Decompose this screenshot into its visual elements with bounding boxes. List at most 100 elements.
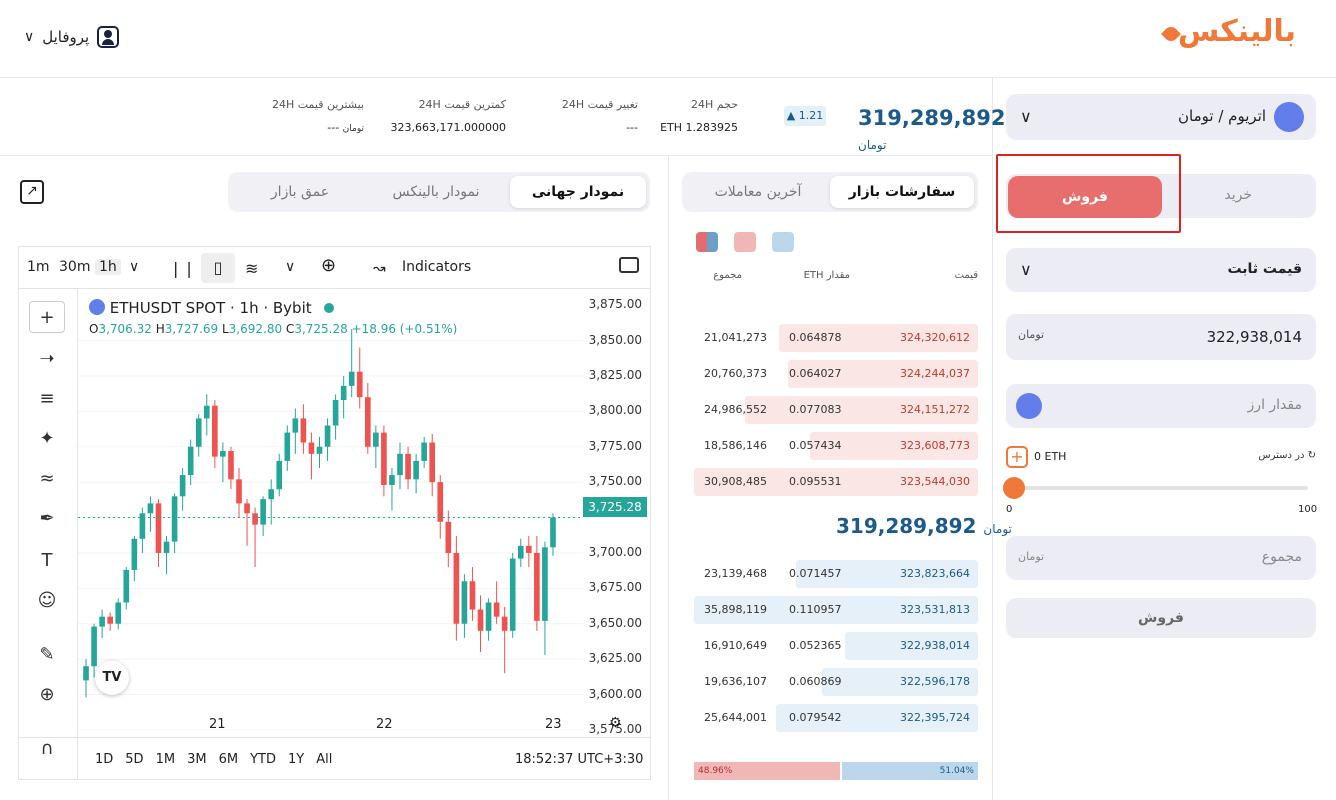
candle-body: [260, 499, 266, 525]
bid-row[interactable]: 19,636,107 0.060869 322,596,178: [694, 668, 978, 696]
candle-body: [485, 602, 492, 631]
range-1y[interactable]: 1Y: [287, 752, 305, 767]
tab-market-orders[interactable]: سفارشات بازار: [830, 176, 974, 208]
chart-tabs: نمودار جهانی نمودار بالینکس عمق بازار: [228, 172, 650, 212]
candle-body: [316, 446, 323, 454]
timeframe-1h[interactable]: 1h: [95, 259, 121, 275]
ask-row[interactable]: 21,041,273 0.064878 324,320,612: [694, 324, 978, 352]
available-balance: 0 ETH: [1034, 450, 1067, 463]
trend-line-icon[interactable]: ➝: [39, 348, 55, 369]
zoom-in-icon[interactable]: ⊕: [39, 684, 55, 705]
chevron-down-icon[interactable]: ∨: [129, 259, 140, 275]
text-icon[interactable]: T: [41, 550, 53, 571]
candle-body: [147, 503, 154, 514]
timeframe-1m[interactable]: 1m: [27, 259, 50, 275]
amount-slider-handle[interactable]: [1003, 477, 1025, 499]
tradingview-logo-icon[interactable]: TV: [95, 661, 129, 695]
refresh-icon[interactable]: ↻: [1307, 450, 1316, 461]
range-6m[interactable]: 6M: [218, 752, 239, 767]
indicators-button[interactable]: Indicators: [402, 259, 472, 275]
range-3m[interactable]: 3M: [187, 752, 207, 767]
submit-sell-button[interactable]: فروش: [1006, 598, 1316, 638]
total-input[interactable]: تومان مجموع: [1006, 536, 1316, 580]
view-bids-icon[interactable]: [772, 232, 794, 252]
candle-body: [364, 397, 371, 447]
indicators-icon[interactable]: ↝: [373, 259, 386, 277]
profile-menu[interactable]: ∨ پروفایل: [24, 26, 120, 48]
bar-chart-icon[interactable]: ❘❘: [169, 259, 196, 278]
depth-bar: [694, 468, 978, 496]
pair-selector[interactable]: ∨ اتریوم / تومان: [1006, 94, 1316, 140]
crosshair-icon[interactable]: +: [29, 301, 65, 333]
ask-price: 324,244,037: [900, 367, 970, 380]
range-1m[interactable]: 1M: [155, 752, 176, 767]
depth-bar: [821, 668, 978, 696]
order-type-select[interactable]: ∨ قیمت ثابت: [1006, 248, 1316, 292]
range-5d[interactable]: 5D: [125, 752, 144, 767]
price-value: 322,938,014: [1206, 328, 1302, 346]
bid-row[interactable]: 16,910,649 0.052365 322,938,014: [694, 632, 978, 660]
candle-body: [542, 547, 548, 621]
price-axis[interactable]: 3,875.00 3,850.00 3,825.00 3,800.00 3,775.00…: [585, 291, 650, 737]
candle-body: [300, 418, 307, 443]
amount-slider-track[interactable]: [1014, 486, 1308, 490]
candle-body: [373, 432, 379, 447]
depth-bar: [779, 324, 978, 352]
bid-row[interactable]: 23,139,468 0.071457 323,823,664: [694, 560, 978, 588]
pattern-icon[interactable]: ✦: [39, 428, 55, 449]
add-indicator-icon[interactable]: ⊕: [321, 255, 337, 276]
candle-body: [381, 432, 387, 485]
candle-body: [332, 400, 339, 426]
time-divider: [19, 737, 650, 738]
bid-price: 322,395,724: [900, 711, 970, 724]
chevron-down-icon: ∨: [24, 29, 35, 45]
tab-global-chart[interactable]: نمودار جهانی: [510, 176, 646, 208]
fib-icon[interactable]: ≈: [39, 468, 55, 489]
area-chart-icon[interactable]: ≋: [245, 259, 259, 278]
ask-row[interactable]: 20,760,373 0.064027 324,244,037: [694, 360, 978, 388]
range-ytd[interactable]: YTD: [250, 752, 276, 767]
candle-icon[interactable]: ▯: [201, 253, 235, 283]
buy-tab[interactable]: خرید: [1224, 187, 1252, 203]
y-tick: 3,575.00: [588, 721, 642, 736]
view-asks-icon[interactable]: [734, 232, 756, 252]
ask-row[interactable]: 24,986,552 0.077083 324,151,272: [694, 396, 978, 424]
sell-tab[interactable]: فروش: [1008, 176, 1162, 218]
add-balance-icon[interactable]: +: [1006, 446, 1028, 468]
emoji-icon[interactable]: ☺: [37, 590, 57, 611]
range-all[interactable]: All: [316, 752, 333, 767]
timeframe-30m[interactable]: 30m: [59, 259, 91, 275]
ask-row[interactable]: 18,586,146 0.057434 323,608,773: [694, 432, 978, 460]
expand-icon[interactable]: ↗: [20, 180, 44, 204]
brush-icon[interactable]: ✒: [39, 508, 55, 529]
ask-row[interactable]: 30,908,485 0.095531 323,544,030: [694, 468, 978, 496]
ethereum-icon: [89, 299, 105, 315]
candle-body: [509, 558, 516, 631]
bid-row[interactable]: 35,898,119 0.110957 323,531,813: [694, 596, 978, 624]
view-both-icon[interactable]: [696, 232, 718, 252]
candle-body: [389, 475, 395, 485]
ask-amount: 0.057434: [789, 439, 842, 452]
tab-market-depth[interactable]: عمق بازار: [270, 184, 330, 200]
settings-icon[interactable]: ⚙: [609, 715, 622, 731]
ruler-icon[interactable]: ✎: [39, 644, 55, 665]
candle-body: [469, 581, 476, 610]
bid-price: 323,531,813: [900, 603, 970, 616]
range-1d[interactable]: 1D: [95, 752, 114, 767]
y-tick: 3,800.00: [588, 403, 642, 418]
camera-icon[interactable]: [619, 257, 639, 273]
tab-last-trades[interactable]: آخرین معاملات: [714, 184, 802, 200]
magnet-icon[interactable]: ∩: [40, 738, 54, 759]
tab-balinex-chart[interactable]: نمودار بالینکس: [392, 184, 480, 200]
candle-body: [405, 453, 411, 480]
candlestick-plot[interactable]: [78, 291, 583, 737]
balinex-logo[interactable]: بالینکس: [1160, 14, 1296, 49]
chevron-down-icon[interactable]: ∨: [285, 259, 296, 275]
chart-time[interactable]: 18:52:37 UTC+3:30: [515, 752, 644, 767]
price-input[interactable]: تومان 322,938,014: [1006, 314, 1316, 360]
chart-symbol: ETHUSDT SPOT · 1h · Bybit: [89, 299, 335, 317]
candle-body: [131, 538, 138, 570]
amount-input[interactable]: مقدار ارز: [1006, 384, 1316, 428]
bid-row[interactable]: 25,644,001 0.079542 322,395,724: [694, 704, 978, 732]
horizontal-lines-icon[interactable]: ≡: [39, 388, 55, 409]
